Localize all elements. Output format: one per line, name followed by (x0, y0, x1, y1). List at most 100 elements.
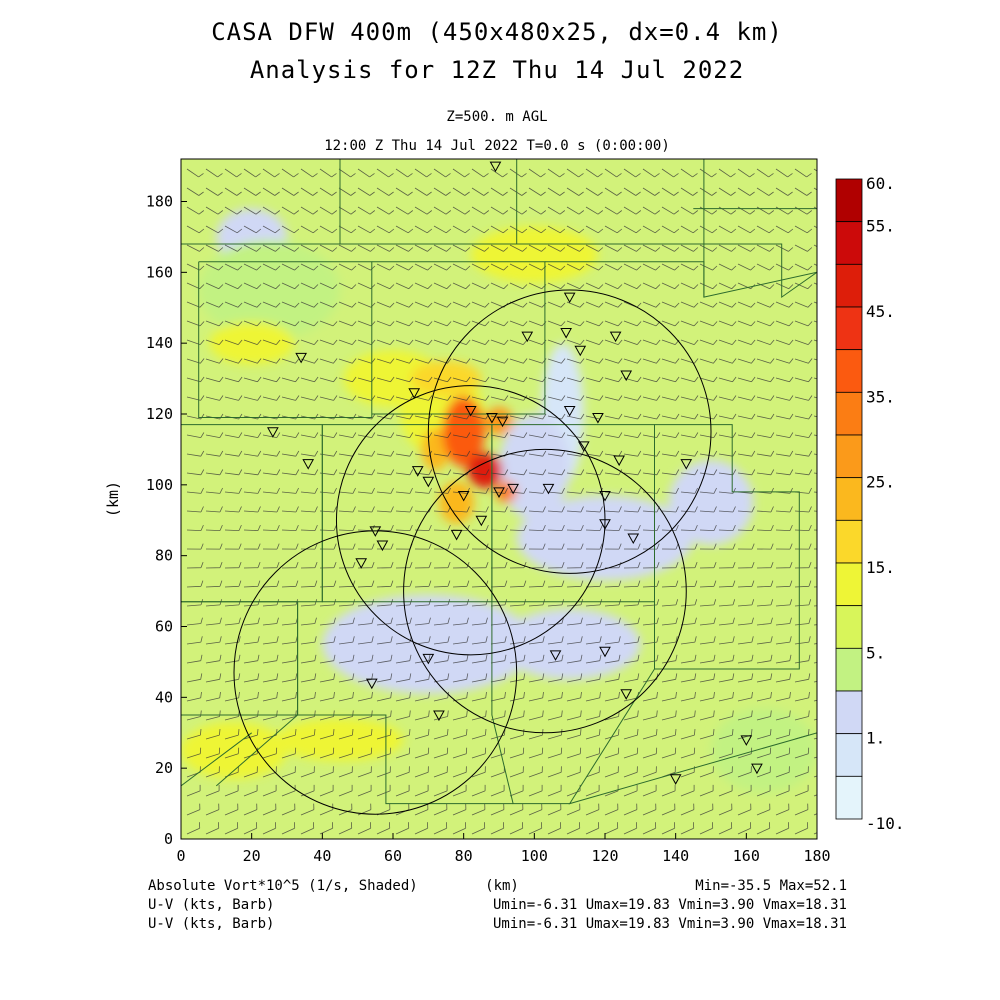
plot-area (181, 159, 817, 839)
station-marker (369, 526, 382, 537)
colorbar-label: 35. (866, 387, 895, 406)
colorbar-swatch (835, 391, 863, 436)
vector-stats-1: Umin=-6.31 Umax=19.83 Vmin=3.90 Vmax=18.… (493, 897, 847, 913)
station-marker (457, 490, 470, 502)
x-tick-label: 40 (313, 847, 331, 865)
colorbar-swatch (835, 733, 863, 777)
vector-label-1: U-V (kts, Barb) (148, 897, 274, 913)
station-marker (740, 735, 753, 746)
station-marker (450, 529, 463, 541)
colorbar-swatch (835, 647, 863, 692)
station-marker (592, 413, 604, 424)
min-max-label: Min=-35.5 Max=52.1 (695, 878, 847, 894)
colorbar-label: 60. (866, 174, 895, 193)
y-tick-label: 0 (164, 830, 173, 848)
station-marker (433, 710, 445, 722)
vorticity-region (499, 608, 641, 680)
colorbar-label: 5. (866, 643, 885, 662)
colorbar-label: 55. (866, 217, 895, 236)
colorbar-label: -10. (866, 814, 905, 833)
vorticity-shading (181, 208, 817, 793)
station-marker (408, 388, 421, 399)
station-marker (464, 405, 477, 417)
y-tick-label: 120 (146, 405, 173, 423)
colorbar-label: 25. (866, 473, 895, 492)
station-marker (560, 328, 572, 339)
station-marker (355, 558, 368, 569)
y-tick-label: 20 (155, 759, 173, 777)
vorticity-region (209, 321, 295, 365)
colorbar-swatch (835, 477, 863, 521)
county-boundaries (181, 159, 817, 805)
vorticity-region (498, 414, 570, 521)
radar-range-rings (233, 289, 712, 815)
x-tick-label: 60 (384, 847, 402, 865)
chart-title-line2: Analysis for 12Z Thu 14 Jul 2022 (250, 56, 744, 84)
x-tick-label: 180 (803, 847, 830, 865)
vorticity-region (181, 722, 287, 779)
y-tick-label: 80 (155, 547, 173, 565)
x-tick-label: 100 (521, 847, 548, 865)
y-axis-label: (km) (104, 481, 122, 517)
station-marker (422, 476, 435, 488)
county-line (491, 601, 570, 805)
station-marker (267, 427, 279, 438)
vorticity-region (467, 452, 503, 489)
vorticity-region (410, 360, 482, 397)
vector-label-2: U-V (kts, Barb) (148, 916, 274, 932)
x-tick-label: 0 (176, 847, 185, 865)
station-marker (620, 370, 633, 382)
colorbar-swatch (835, 263, 863, 308)
wind-barbs (186, 168, 817, 835)
station-marker (486, 413, 498, 424)
station-marker (411, 466, 424, 477)
county-line (181, 732, 253, 787)
y-tick-label: 160 (146, 263, 173, 281)
colorbar-swatch (835, 306, 863, 351)
vorticity-region (276, 718, 404, 762)
station-marker (609, 331, 622, 343)
vorticity-region (711, 707, 817, 793)
station-marker (751, 763, 763, 775)
colorbar: 60. 55. 45. 35. 25. 15. 5. 1. -10. (835, 174, 905, 833)
colorbar-swatch (835, 605, 863, 649)
station-marker (295, 352, 307, 364)
x-tick-label: 20 (243, 847, 261, 865)
y-tick-label: 140 (146, 334, 173, 352)
station-marker (422, 653, 435, 665)
colorbar-label: 45. (866, 302, 895, 321)
vorticity-region (484, 406, 514, 436)
radar-range-ring (233, 530, 518, 815)
colorbar-swatch (835, 775, 863, 820)
colorbar-swatch (835, 178, 863, 223)
radar-range-ring (403, 448, 687, 734)
level-label: Z=500. m AGL (446, 109, 547, 125)
station-marker (563, 405, 576, 417)
field-label: Absolute Vort*10^5 (1/s, Shaded) (148, 878, 418, 894)
colorbar-swatch (835, 562, 863, 607)
station-marker (577, 441, 590, 452)
station-marker (669, 774, 682, 785)
x-tick-label: 160 (733, 847, 760, 865)
station-markers (267, 161, 763, 785)
x-axis-label: (km) (485, 878, 519, 894)
county-line (198, 261, 373, 418)
colorbar-label: 1. (866, 729, 885, 748)
station-marker (475, 515, 488, 527)
x-tick-label: 140 (662, 847, 689, 865)
vorticity-region (470, 226, 598, 283)
y-tick-label: 100 (146, 476, 173, 494)
colorbar-swatch (835, 349, 863, 393)
station-marker (620, 689, 633, 700)
x-axis: 0 20 40 60 80 100 120 140 160 180 (176, 833, 831, 865)
station-marker (542, 483, 555, 495)
colorbar-swatch (835, 221, 863, 265)
vector-stats-2: Umin=-6.31 Umax=19.83 Vmin=3.90 Vmax=18.… (493, 916, 847, 932)
y-tick-label: 180 (146, 193, 173, 211)
time-label: 12:00 Z Thu 14 Jul 2022 T=0.0 s (0:00:00… (324, 138, 670, 154)
station-marker (599, 490, 611, 502)
x-tick-label: 80 (455, 847, 473, 865)
station-marker (563, 292, 576, 304)
colorbar-label: 15. (866, 558, 895, 577)
station-marker (627, 533, 640, 544)
